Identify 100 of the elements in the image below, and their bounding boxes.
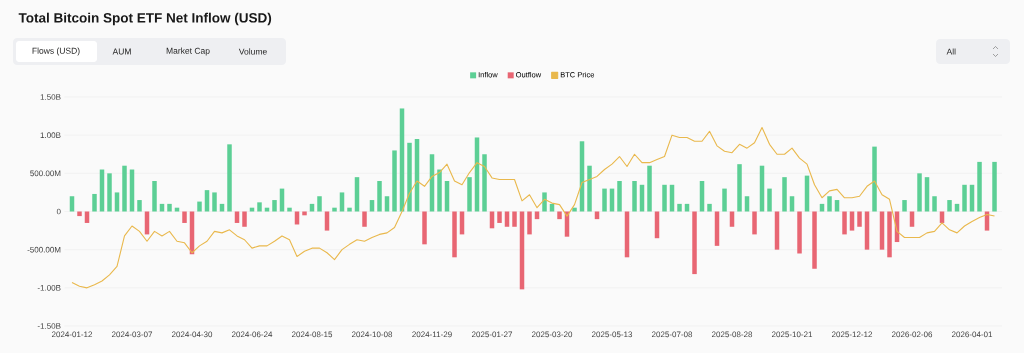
bar (114, 192, 120, 212)
bar (219, 203, 225, 212)
text: Market Cap (166, 47, 210, 56)
bar (362, 211, 367, 227)
bar (332, 207, 337, 212)
bar (407, 142, 412, 212)
bar (737, 164, 742, 212)
bar (167, 203, 172, 212)
chart-title: Total Bitcoin Spot ETF Net Inflow (USD) (18, 12, 272, 26)
x-tick-label: 2024-08-15 (291, 331, 333, 338)
bar (797, 211, 802, 254)
bar (992, 161, 997, 212)
text: AUM (112, 48, 131, 55)
x-tick-label: 2025-12-12 (831, 331, 873, 338)
bar (572, 207, 577, 212)
bar (182, 211, 187, 223)
bar (174, 207, 180, 212)
bar (602, 188, 607, 212)
bar (527, 211, 532, 235)
bar (744, 196, 750, 212)
bar (677, 203, 682, 212)
bar (452, 211, 457, 258)
x-tick-label: 2026-02-06 (891, 331, 933, 338)
bar (969, 184, 975, 212)
bar (662, 184, 667, 212)
x-tick-label: 2024-11-29 (412, 331, 452, 338)
bar (512, 211, 517, 227)
text: Flows (USD) (32, 47, 80, 56)
y-tick-label: -500.00M (27, 246, 61, 253)
y-tick-label: 1.50B (40, 94, 61, 100)
bar (354, 177, 360, 212)
bar (264, 207, 270, 212)
x-tick-label: 2024-06-24 (231, 331, 273, 338)
x-tick-label: 2025-01-27 (471, 331, 513, 338)
bar (272, 200, 277, 212)
bar (932, 196, 937, 212)
x-tick-label: 2026-04-01 (951, 331, 993, 338)
x-tick-label: 2024-03-07 (111, 331, 153, 338)
x-tick-label: 2025-08-28 (711, 331, 753, 338)
bar (287, 207, 292, 212)
bar (684, 203, 690, 212)
bar (917, 173, 922, 212)
bar (92, 193, 97, 212)
bar (204, 190, 210, 212)
bar (197, 201, 202, 212)
bar (122, 165, 127, 212)
x-tick-label: 2025-10-21 (771, 331, 813, 338)
bar (827, 196, 832, 212)
bar (632, 180, 637, 212)
bar (842, 211, 847, 235)
bar (77, 211, 82, 217)
bar (444, 180, 450, 212)
bar (819, 203, 825, 212)
bar (617, 180, 622, 212)
bar (384, 196, 390, 212)
bar (699, 180, 705, 212)
bar (767, 188, 772, 212)
bar (834, 200, 840, 212)
bar (542, 192, 547, 212)
x-tick-label: 2025-03-20 (531, 331, 573, 338)
bar (789, 196, 795, 212)
bar (954, 203, 960, 212)
bar (902, 200, 907, 212)
bar (422, 211, 427, 245)
bar (812, 211, 817, 269)
bar (482, 154, 487, 212)
bar (669, 184, 675, 212)
bar (152, 180, 157, 212)
bar (107, 173, 112, 212)
y-tick-label: 500.00M (30, 170, 61, 177)
bar (347, 207, 352, 212)
bar (437, 169, 442, 212)
text: Volume (238, 48, 267, 55)
bar (962, 184, 967, 212)
bar (497, 211, 502, 223)
bar (639, 184, 645, 212)
bar (242, 211, 247, 227)
y-tick-label: 0 (56, 208, 61, 215)
bar (137, 200, 142, 212)
bar (872, 146, 877, 212)
bar (339, 192, 345, 212)
bar (947, 200, 952, 212)
bar (467, 177, 472, 212)
bar (369, 200, 375, 212)
bar (69, 196, 75, 212)
x-tick-label: 2024-10-08 (351, 331, 393, 338)
bar (752, 211, 757, 235)
bar (309, 203, 315, 212)
bar (227, 144, 232, 212)
bar (782, 177, 787, 212)
text: All (946, 48, 956, 55)
bar (212, 192, 217, 212)
bar (159, 203, 165, 212)
bar (317, 196, 322, 212)
bar (977, 161, 982, 212)
bar (647, 165, 652, 212)
bar (707, 203, 712, 212)
bar (587, 165, 592, 212)
bar (722, 188, 727, 212)
x-tick-label: 2025-07-08 (651, 331, 693, 338)
